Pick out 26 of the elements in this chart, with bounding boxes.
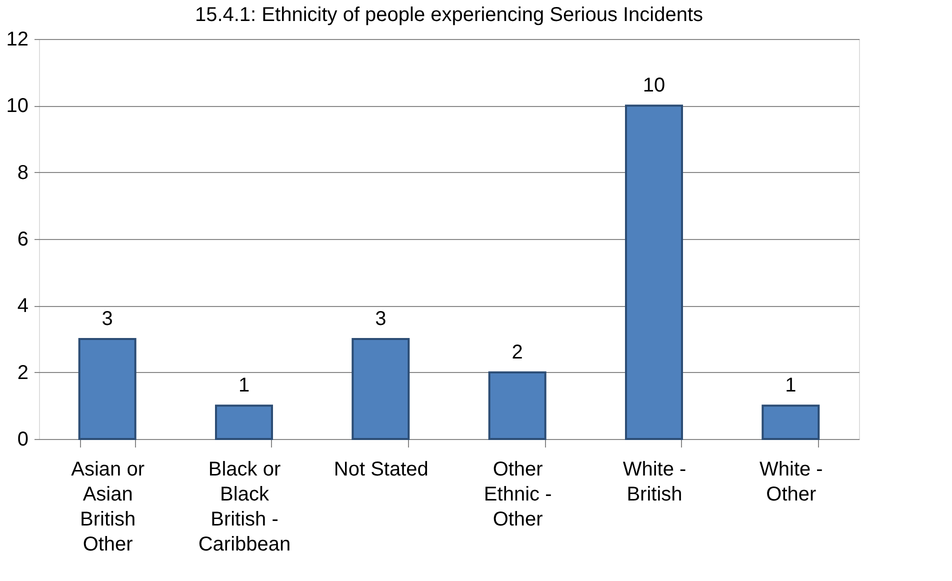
y-tick-label: 12 (6, 28, 28, 50)
bar (488, 371, 546, 440)
y-tick-label: 2 (17, 362, 28, 384)
bar (352, 338, 410, 440)
x-tick-label: Black or Black British - Caribbean (198, 458, 291, 556)
x-tick-label: White - Other (759, 458, 823, 506)
data-label: 2 (512, 341, 523, 364)
y-tick-label: 6 (17, 228, 28, 250)
data-label: 10 (642, 74, 666, 97)
y-tick-label: 0 (17, 428, 28, 450)
x-tick-label: Other Ethnic - Other (484, 458, 552, 530)
x-tick-label: Not Stated (334, 458, 428, 480)
data-label: 3 (375, 308, 386, 330)
y-tick-label: 8 (17, 162, 28, 184)
bar (625, 104, 683, 440)
chart-title: 15.4.1: Ethnicity of people experiencing Serious Incidents (194, 4, 704, 26)
bar (215, 404, 273, 440)
data-label: 1 (238, 374, 250, 397)
x-tick-label: White - British (622, 458, 686, 506)
bar (762, 404, 820, 440)
data-label: 1 (785, 374, 796, 397)
bar (78, 338, 136, 440)
data-label: 3 (102, 308, 113, 330)
y-tick-label: 4 (17, 295, 28, 318)
x-tick-label: Asian or Asian British Other (71, 458, 145, 556)
y-tick-label: 10 (6, 95, 28, 118)
